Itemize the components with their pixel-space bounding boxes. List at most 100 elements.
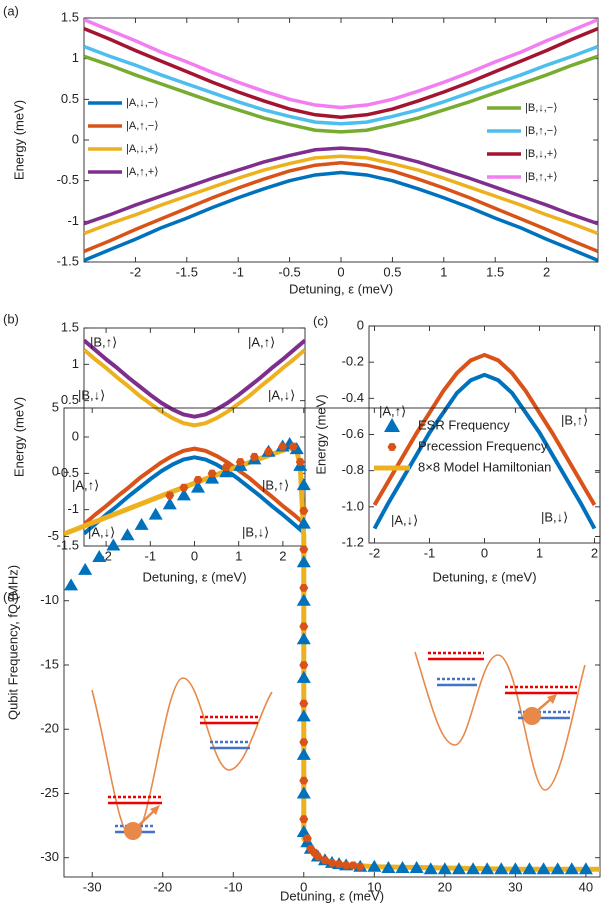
- precession-point: [165, 491, 175, 500]
- esr-point: [480, 862, 495, 875]
- esr-point: [106, 538, 121, 551]
- x-tick-label: 1: [440, 264, 447, 279]
- esr-point: [466, 862, 481, 875]
- y-tick-label: -1.5: [57, 537, 79, 552]
- state-annotation: |B,↓⟩: [242, 524, 269, 539]
- esr-point: [550, 862, 565, 875]
- x-tick-label: 10: [367, 879, 381, 894]
- electron: [523, 707, 541, 725]
- esr-point: [296, 632, 311, 645]
- state-annotation: |A,↑⟩: [379, 403, 406, 418]
- x-tick-label: 0.5: [383, 264, 401, 279]
- x-tick-label: 0: [300, 879, 307, 894]
- x-tick-label: 1: [235, 548, 242, 563]
- x-axis-label: Detuning, ε (meV): [280, 888, 384, 903]
- legend-label: |B,↓,−⟩: [525, 102, 558, 114]
- x-tick-label: -10: [224, 879, 243, 894]
- series-line: [84, 26, 598, 119]
- x-tick-label: -0.5: [278, 264, 300, 279]
- precession-point: [313, 852, 323, 861]
- esr-point: [219, 465, 234, 478]
- y-tick-label: -1: [67, 213, 79, 228]
- precession-point: [302, 834, 312, 843]
- legend-swatch: [387, 443, 397, 451]
- x-tick-label: 1: [536, 545, 543, 560]
- plot-area: [64, 436, 600, 875]
- series-line: [84, 154, 598, 236]
- potential: [91, 677, 273, 839]
- panel-label: (d): [3, 589, 19, 604]
- esr-point: [205, 471, 220, 484]
- y-tick-label: -20: [40, 721, 59, 736]
- y-tick-label: 1.5: [61, 9, 79, 24]
- y-tick-label: 0: [72, 428, 79, 443]
- x-tick-label: -30: [83, 879, 102, 894]
- series-line: [84, 170, 598, 262]
- esr-point: [409, 861, 424, 874]
- state-annotation: |A,↓⟩: [268, 387, 295, 402]
- x-tick-label: -1.5: [176, 264, 198, 279]
- x-tick-label: 40: [579, 879, 593, 894]
- esr-point: [78, 562, 93, 575]
- legend-label: Precession Frequency: [418, 438, 548, 453]
- arrow: [536, 698, 552, 712]
- y-tick-label: -0.8: [342, 462, 364, 477]
- esr-point: [522, 862, 537, 875]
- state-annotation: |B,↓⟩: [541, 509, 568, 524]
- y-axis-label: Energy (meV): [11, 397, 26, 477]
- precession-point: [299, 545, 309, 554]
- series-line: [84, 348, 305, 428]
- y-tick-label: 0: [357, 317, 364, 332]
- y-tick-label: 0: [52, 464, 59, 479]
- precession-point: [235, 458, 245, 466]
- state-annotation: |A,↑⟩: [248, 334, 275, 349]
- precession-point: [355, 862, 365, 871]
- precession-point: [299, 699, 309, 708]
- y-tick-label: -5: [47, 528, 59, 543]
- legend-label: |B,↑,−⟩: [525, 125, 558, 137]
- state-annotation: |B,↑⟩: [90, 334, 117, 349]
- x-tick-label: -20: [153, 879, 172, 894]
- esr-point: [296, 670, 311, 683]
- x-axis-label: Detuning, ε (meV): [289, 281, 393, 296]
- x-axis-label: Detuning, ε (meV): [432, 569, 536, 584]
- series-line: [84, 446, 305, 526]
- esr-point: [395, 861, 410, 874]
- arrow: [137, 809, 156, 827]
- y-tick-label: -0.5: [57, 172, 79, 187]
- precession-point: [299, 506, 309, 515]
- esr-point: [578, 862, 593, 875]
- precession-point: [299, 776, 309, 785]
- esr-point: [564, 862, 579, 875]
- x-tick-label: 2: [543, 264, 550, 279]
- y-tick-label: -15: [40, 656, 59, 671]
- y-tick-label: -10: [40, 592, 59, 607]
- esr-point: [296, 747, 311, 760]
- y-tick-label: 0.5: [61, 91, 79, 106]
- panel-label: (b): [3, 311, 19, 326]
- inset-right: [414, 651, 586, 791]
- precession-point: [299, 815, 309, 824]
- plot-area: [84, 338, 305, 536]
- y-axis-label: Energy (meV): [313, 394, 328, 474]
- esr-point: [296, 478, 311, 491]
- esr-point: [437, 862, 452, 875]
- series-line: [84, 18, 598, 110]
- y-tick-label: -25: [40, 785, 59, 800]
- precession-point: [249, 452, 259, 461]
- y-tick-label: 1: [72, 356, 79, 371]
- panel-label: (c): [313, 313, 328, 328]
- arrow-head: [547, 694, 557, 704]
- series-line: [84, 161, 598, 254]
- legend-label: ESR Frequency: [418, 417, 510, 432]
- y-tick-label: 1.5: [61, 319, 79, 334]
- precession-point: [221, 463, 231, 471]
- series-line: [84, 54, 598, 134]
- x-tick-label: 2: [591, 545, 598, 560]
- esr-point: [296, 709, 311, 722]
- series-line: [372, 372, 597, 530]
- panel: (a) Detuning, ε (meV) Energy (meV) -2 -1.5 -1…: [3, 3, 599, 296]
- y-tick-label: 5: [52, 399, 59, 414]
- series-line: [84, 146, 598, 226]
